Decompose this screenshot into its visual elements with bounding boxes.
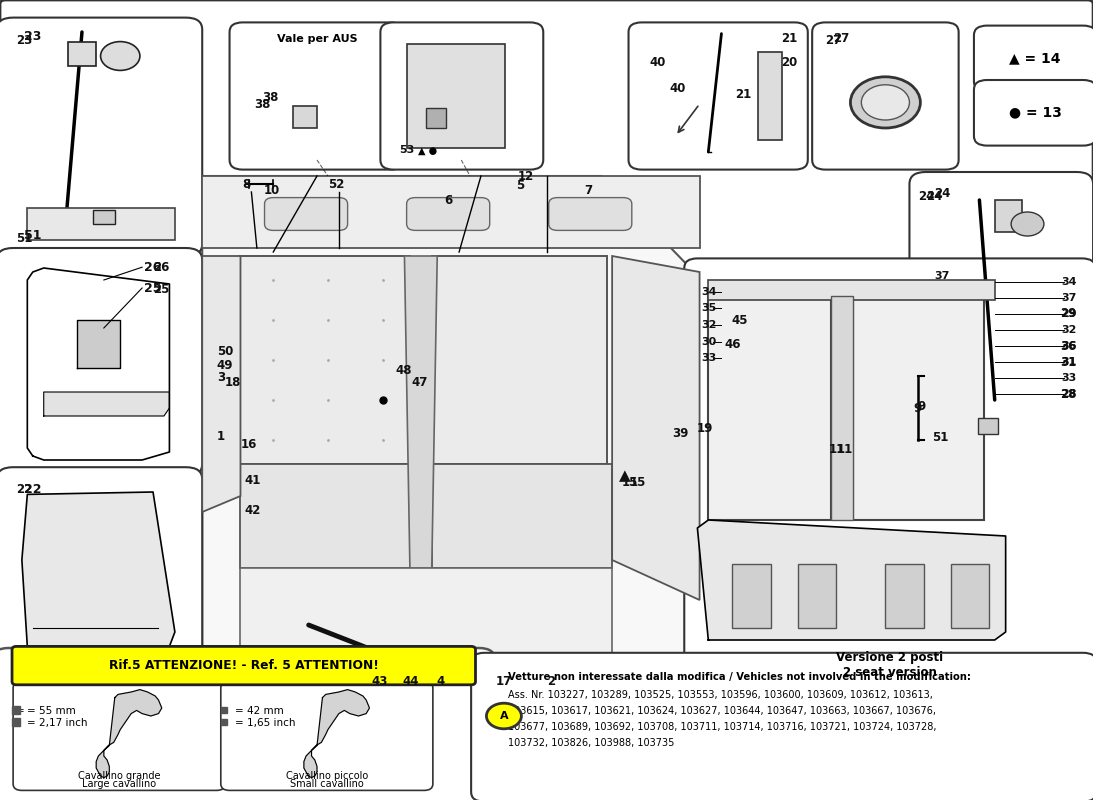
- FancyBboxPatch shape: [628, 22, 807, 170]
- Circle shape: [861, 85, 910, 120]
- Polygon shape: [202, 256, 241, 512]
- FancyBboxPatch shape: [471, 653, 1097, 800]
- Text: Vetture non interessate dalla modifica / Vehicles not involved in the modificati: Vetture non interessate dalla modifica /…: [508, 672, 971, 682]
- Text: 18: 18: [224, 376, 241, 389]
- Text: 25: 25: [144, 282, 162, 294]
- Text: 33: 33: [1062, 374, 1077, 383]
- Bar: [830, 296, 852, 520]
- FancyBboxPatch shape: [549, 198, 631, 230]
- FancyBboxPatch shape: [0, 18, 202, 256]
- Text: 49: 49: [217, 359, 233, 372]
- Text: 29: 29: [1062, 309, 1077, 318]
- Text: 103677, 103689, 103692, 103708, 103711, 103714, 103716, 103721, 103724, 103728,: 103677, 103689, 103692, 103708, 103711, …: [508, 722, 937, 731]
- FancyBboxPatch shape: [974, 80, 1097, 146]
- FancyBboxPatch shape: [12, 646, 475, 685]
- FancyBboxPatch shape: [0, 467, 202, 666]
- Polygon shape: [44, 392, 169, 416]
- Text: ▲ = 14: ▲ = 14: [1010, 51, 1060, 66]
- Text: 40: 40: [649, 56, 666, 69]
- Text: Passione
Technica: Passione Technica: [324, 221, 769, 579]
- Bar: [427, 108, 446, 128]
- Text: 21: 21: [735, 88, 751, 101]
- Text: 23: 23: [24, 30, 42, 42]
- Text: 47: 47: [411, 376, 428, 389]
- Text: 15: 15: [621, 476, 638, 489]
- Bar: [293, 106, 317, 128]
- Text: 41: 41: [244, 474, 261, 486]
- Text: 103615, 103617, 103621, 103624, 103627, 103644, 103647, 103663, 103667, 103676,: 103615, 103617, 103621, 103624, 103627, …: [508, 706, 936, 715]
- Text: 6: 6: [444, 194, 452, 206]
- Circle shape: [1011, 212, 1044, 236]
- Text: 24: 24: [926, 190, 943, 203]
- Text: 22: 22: [15, 483, 32, 496]
- Text: 9: 9: [913, 402, 922, 414]
- Text: 39: 39: [672, 427, 689, 440]
- Bar: [708, 280, 994, 300]
- Polygon shape: [304, 690, 370, 778]
- Polygon shape: [202, 176, 700, 248]
- Polygon shape: [202, 176, 700, 676]
- Text: 21: 21: [782, 32, 797, 45]
- Polygon shape: [852, 296, 983, 520]
- Polygon shape: [432, 464, 612, 568]
- Polygon shape: [28, 208, 175, 240]
- Text: 9: 9: [917, 400, 925, 413]
- Polygon shape: [886, 564, 924, 628]
- FancyBboxPatch shape: [381, 22, 543, 170]
- Text: 5: 5: [516, 179, 525, 192]
- Bar: [758, 52, 782, 140]
- Text: 27: 27: [825, 34, 842, 47]
- Polygon shape: [733, 564, 771, 628]
- Polygon shape: [952, 564, 989, 628]
- Text: 32: 32: [1062, 326, 1077, 335]
- Polygon shape: [241, 568, 612, 676]
- Polygon shape: [798, 564, 836, 628]
- FancyBboxPatch shape: [230, 22, 404, 170]
- Text: Small cavallino: Small cavallino: [290, 779, 364, 789]
- Text: 31: 31: [1062, 358, 1077, 367]
- Bar: [92, 210, 114, 224]
- Text: Large cavallino: Large cavallino: [82, 779, 156, 789]
- Text: =: =: [16, 706, 25, 715]
- Text: 10: 10: [264, 184, 280, 197]
- Text: 51: 51: [933, 431, 949, 444]
- Text: Ass. Nr. 103227, 103289, 103525, 103553, 103596, 103600, 103609, 103612, 103613,: Ass. Nr. 103227, 103289, 103525, 103553,…: [508, 690, 933, 699]
- Text: 40: 40: [670, 82, 686, 94]
- Text: 37: 37: [935, 271, 950, 281]
- Text: 44: 44: [403, 675, 419, 688]
- Text: ● = 13: ● = 13: [1009, 106, 1062, 120]
- Polygon shape: [22, 492, 175, 646]
- Text: 28: 28: [1060, 388, 1077, 401]
- Text: = 2,17 inch: = 2,17 inch: [28, 718, 88, 728]
- Text: Cavallino piccolo: Cavallino piccolo: [286, 771, 368, 781]
- Text: 103732, 103826, 103988, 103735: 103732, 103826, 103988, 103735: [508, 738, 674, 747]
- Text: 1: 1: [217, 430, 224, 442]
- FancyBboxPatch shape: [812, 22, 958, 170]
- Text: 26: 26: [154, 261, 170, 274]
- FancyBboxPatch shape: [221, 682, 433, 790]
- Text: 19: 19: [697, 422, 713, 434]
- Text: 34: 34: [702, 287, 717, 297]
- Bar: [978, 418, 998, 434]
- Text: 42: 42: [244, 504, 261, 517]
- Text: 36: 36: [1060, 340, 1077, 353]
- Bar: [68, 42, 96, 66]
- Text: 37: 37: [1062, 293, 1077, 302]
- Text: Versione 2 posti: Versione 2 posti: [836, 651, 944, 664]
- Text: 2: 2: [547, 675, 556, 688]
- Text: 17: 17: [496, 675, 512, 688]
- FancyBboxPatch shape: [13, 682, 225, 790]
- Text: 11: 11: [828, 443, 845, 456]
- Text: 27: 27: [833, 32, 849, 45]
- Bar: [994, 200, 1022, 232]
- Text: 34: 34: [1062, 277, 1077, 286]
- Text: 25: 25: [154, 283, 170, 296]
- Text: 35: 35: [702, 303, 717, 313]
- Text: Vale per AUS: Vale per AUS: [277, 34, 358, 44]
- Polygon shape: [96, 690, 162, 778]
- Circle shape: [486, 703, 521, 729]
- Text: = 42 mm: = 42 mm: [235, 706, 284, 715]
- Text: ▲ ●: ▲ ●: [418, 146, 437, 155]
- Text: 11: 11: [837, 443, 854, 456]
